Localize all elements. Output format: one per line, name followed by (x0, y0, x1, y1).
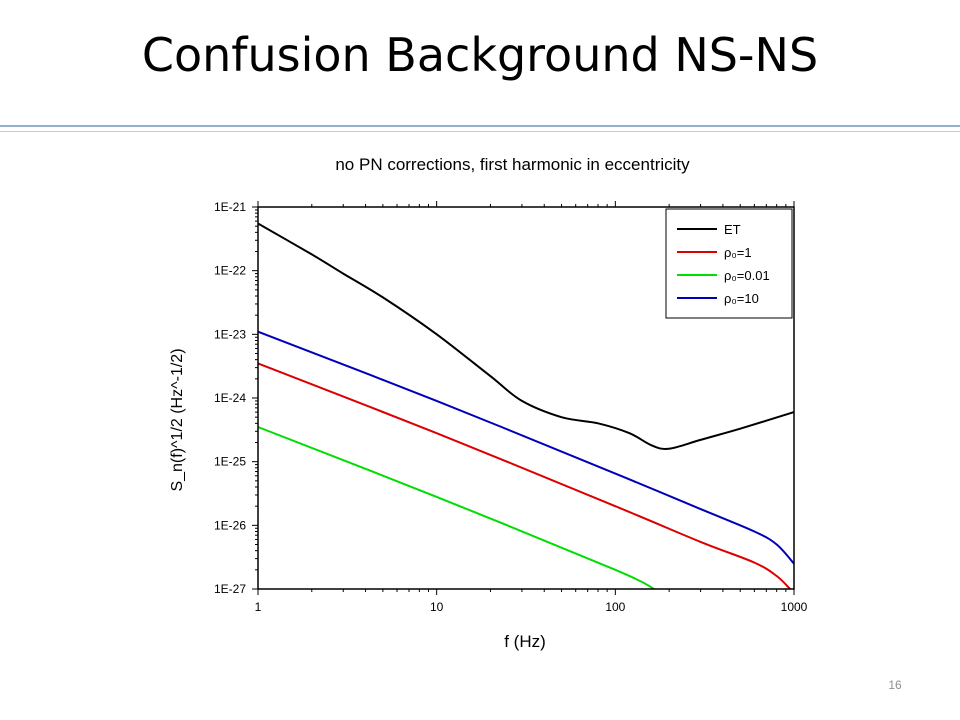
x-tick-label: 10 (430, 600, 444, 614)
series-line-rho1 (257, 362, 791, 590)
legend-label-et: ET (724, 222, 741, 237)
y-axis-title: S_n(f)^1/2 (Hz^-1/2) (169, 348, 186, 491)
title-divider-line-thin (0, 131, 960, 132)
x-tick-label: 100 (605, 600, 625, 614)
y-tick-label: 1E-21 (214, 200, 246, 214)
y-tick-label: 1E-27 (214, 582, 246, 596)
legend-entry-rho001: ρ₀=0.01 (677, 268, 770, 283)
title-divider-line (0, 125, 960, 127)
slide-title: Confusion Background NS-NS (141, 28, 819, 82)
y-tick-label: 1E-25 (214, 455, 246, 469)
chart-title: no PN corrections, first harmonic in ecc… (335, 155, 690, 174)
legend-box (665, 208, 793, 319)
data-curves (257, 222, 795, 590)
x-tick-label: 1 (255, 600, 262, 614)
page-number: 16 (888, 678, 902, 692)
x-axis-title: f (Hz) (504, 632, 546, 651)
y-tick-label: 1E-22 (214, 264, 246, 278)
x-tick-label: 1000 (781, 600, 808, 614)
legend: ET ρ₀=1 ρ₀=0.01 ρ₀=10 (665, 208, 793, 319)
y-tick-label: 1E-24 (214, 391, 246, 405)
legend-entry-rho10: ρ₀=10 (677, 291, 759, 306)
legend-label-rho1: ρ₀=1 (724, 245, 752, 260)
legend-label-rho10: ρ₀=10 (724, 291, 759, 306)
series-line-ET (257, 222, 795, 450)
series-line-rho001 (257, 426, 655, 590)
series-line-rho10 (257, 330, 795, 565)
plot-frame (257, 206, 795, 590)
y-tick-label: 1E-26 (214, 518, 246, 532)
legend-entry-rho1: ρ₀=1 (677, 245, 752, 260)
legend-entry-et: ET (677, 222, 741, 237)
legend-label-rho001: ρ₀=0.01 (724, 268, 770, 283)
y-tick-label: 1E-23 (214, 327, 246, 341)
